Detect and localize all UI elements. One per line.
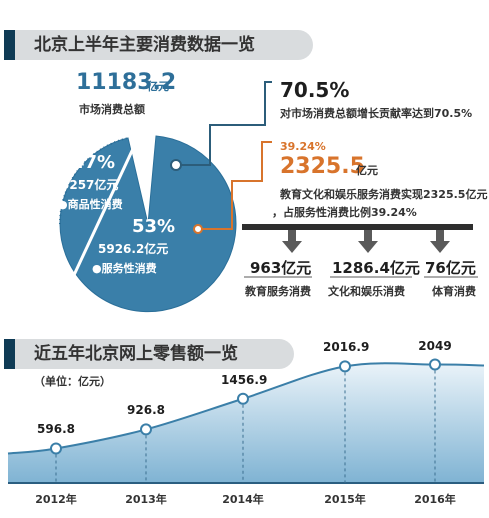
goods-label: 商品性消费 [67, 198, 123, 211]
pie-outline [59, 135, 237, 313]
x-tick-label: 2015年 [324, 493, 366, 506]
data-label: 596.8 [37, 422, 75, 437]
section1-title: 北京上半年主要消费数据一览 [4, 30, 313, 60]
contribution-text: 对市场消费总额增长贡献率达到70.5% [280, 107, 473, 120]
edu-text-2: ，占服务性消费比例39.24% [272, 206, 417, 219]
x-tick-label: 2016年 [414, 493, 456, 506]
data-label: 2016.9 [323, 340, 370, 355]
breakdown-arrow-3 [430, 230, 450, 253]
bullet-icon: ● [92, 262, 102, 275]
breakdown-value-2: 1286.4亿元 [332, 259, 420, 277]
services-percent: 53% [132, 216, 176, 237]
edu-text-1: 教育文化和娱乐服务消费实现2325.5亿元 [280, 188, 488, 201]
chart-marks [8, 358, 484, 484]
x-tick-label: 2013年 [125, 493, 167, 506]
data-label: 926.8 [127, 403, 165, 418]
pie-divider-1 [65, 137, 140, 291]
breakdown-label-2: 文化和娱乐消费 [328, 285, 405, 298]
unit-label: （单位：亿元） [34, 375, 111, 388]
chart-area [8, 363, 484, 483]
connector-contribution [176, 81, 272, 166]
section2-title: 近五年北京网上零售额一览 [4, 339, 294, 369]
goods-percent: 47% [72, 152, 116, 173]
services-amount: 5926.2亿元 [98, 242, 169, 256]
breakdown-value-1: 963亿元 [250, 259, 312, 277]
breakdown-bar [242, 224, 473, 230]
data-label: 1456.9 [221, 372, 268, 387]
bullet-icon: ● [58, 198, 68, 211]
x-tick-label: 2014年 [222, 493, 264, 506]
total-unit: 亿元 [147, 80, 169, 93]
total-label: 市场消费总额 [79, 103, 145, 116]
goods-label-row: ●商品性消费 [58, 196, 123, 212]
edu-share: 39.24% [280, 140, 326, 153]
edu-unit: 亿元 [356, 164, 378, 177]
goods-amount: 5257亿元 [61, 178, 119, 192]
edu-value: 2325.5 [280, 154, 365, 179]
connector-edu [200, 141, 272, 230]
connector-dot-edu [193, 224, 203, 234]
data-label: 2049 [418, 338, 452, 353]
total-value: 11183.2 [76, 70, 177, 95]
breakdown-value-3: 76亿元 [425, 259, 476, 277]
breakdown-label-1: 教育服务消费 [245, 285, 311, 298]
x-tick-label: 2012年 [35, 493, 77, 506]
breakdown-arrow-1 [282, 230, 302, 253]
contribution-value: 70.5% [280, 78, 350, 102]
data-point [429, 358, 441, 371]
data-point [140, 423, 152, 436]
data-point [237, 392, 249, 405]
breakdown-arrow-2 [358, 230, 378, 253]
services-label-row: ●服务性消费 [92, 260, 157, 276]
breakdown-label-3: 体育消费 [432, 285, 476, 298]
data-point [339, 360, 351, 373]
services-label: 服务性消费 [101, 262, 157, 275]
connector-dot-contribution [170, 159, 182, 171]
data-point [50, 442, 62, 455]
